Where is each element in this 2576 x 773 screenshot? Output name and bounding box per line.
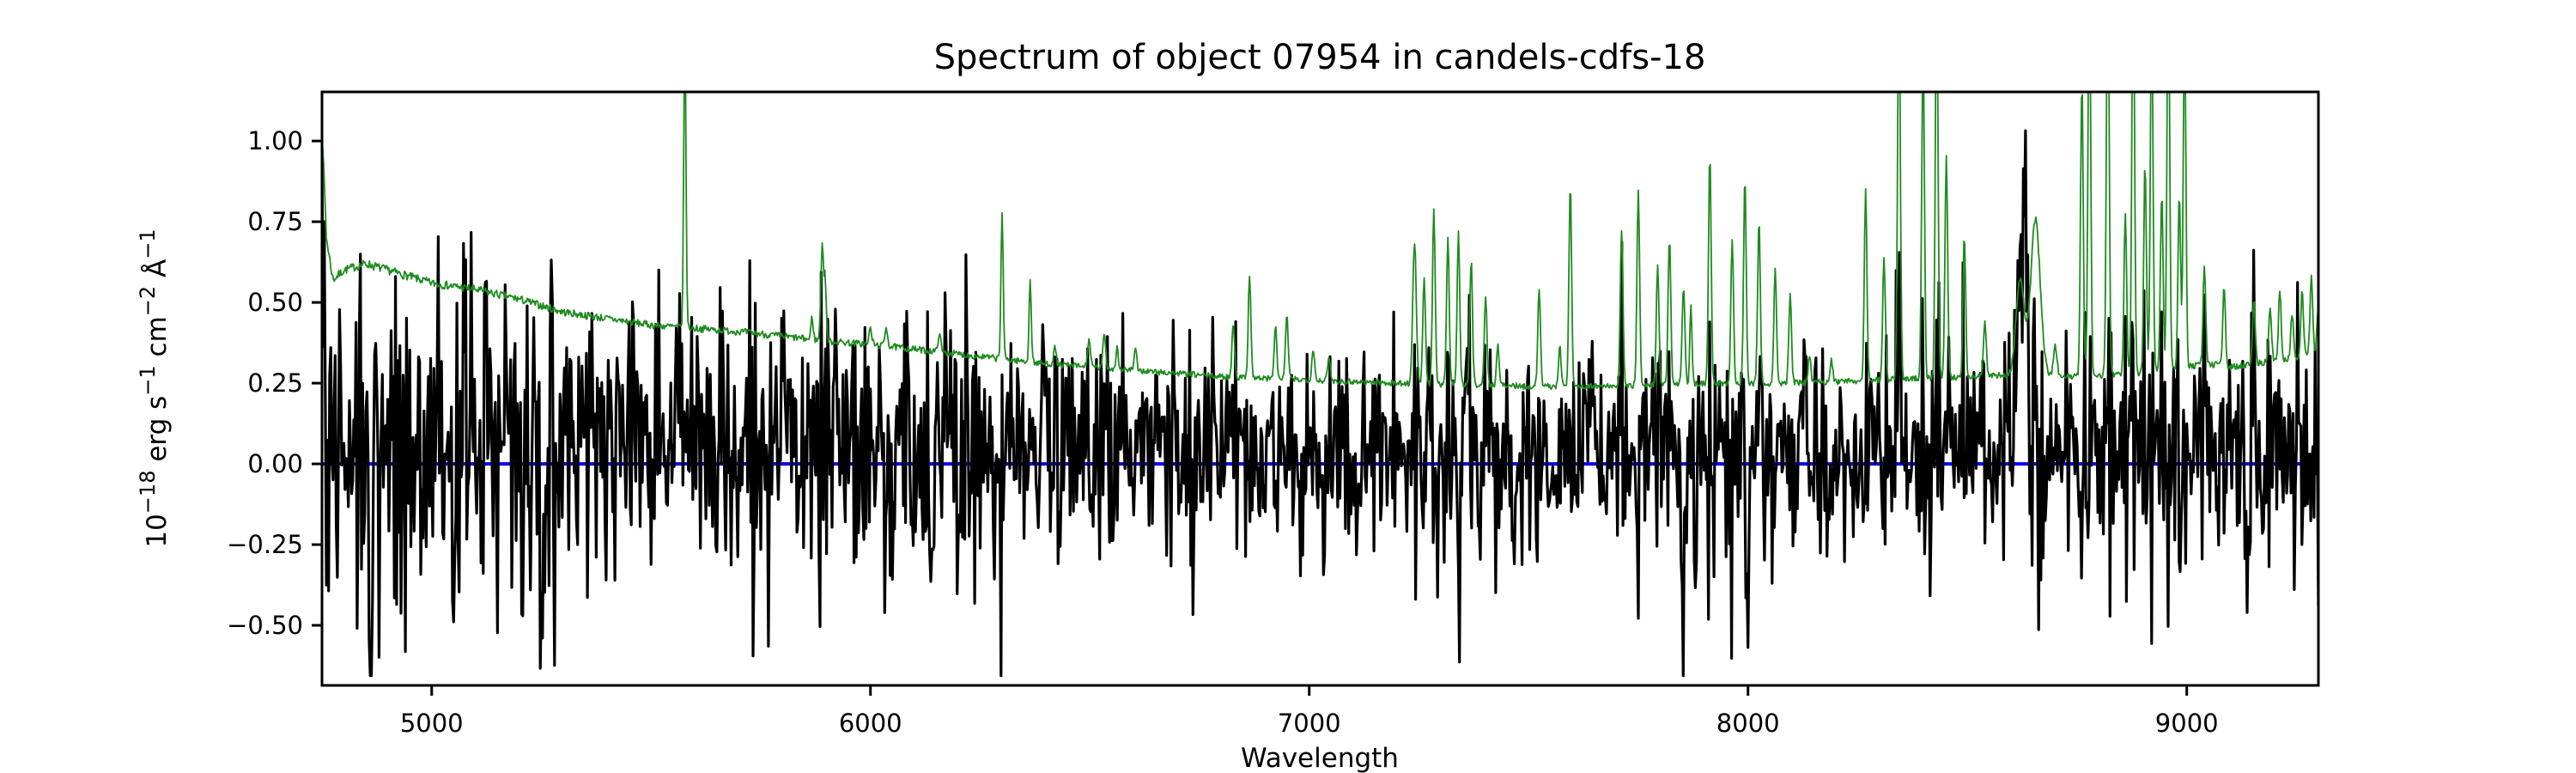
plot-border xyxy=(320,90,2320,687)
y-axis-ticks: 1.00 0.75 0.50 0.25 0.00 −0.25 −0.50 xyxy=(227,126,322,640)
x-tick-label: 8000 xyxy=(1716,709,1780,738)
x-axis-ticks: 5000 6000 7000 8000 9000 xyxy=(400,685,2219,738)
y-tick-label: 0.75 xyxy=(247,207,303,236)
y-tick-label: −0.25 xyxy=(227,530,303,559)
x-tick-label: 6000 xyxy=(839,709,902,738)
data-series-group xyxy=(323,92,2318,678)
x-tick-label: 7000 xyxy=(1278,709,1341,738)
x-tick-label: 9000 xyxy=(2155,709,2219,738)
x-axis-label: Wavelength xyxy=(1241,743,1399,773)
y-tick-label: 0.50 xyxy=(247,288,303,317)
y-tick-label: −0.50 xyxy=(227,611,303,640)
y-tick-label: 0.25 xyxy=(247,368,303,398)
x-tick-label: 5000 xyxy=(400,709,464,738)
y-axis-label: 10−18 erg s−1 cm−2 Å−1 xyxy=(136,228,173,547)
y-tick-label: 1.00 xyxy=(247,126,303,155)
error-spectrum-line xyxy=(323,92,2318,390)
chart-title: Spectrum of object 07954 in candels-cdfs… xyxy=(934,38,1706,77)
y-tick-label: 0.00 xyxy=(247,449,303,478)
flux-spectrum-line xyxy=(323,129,2318,678)
